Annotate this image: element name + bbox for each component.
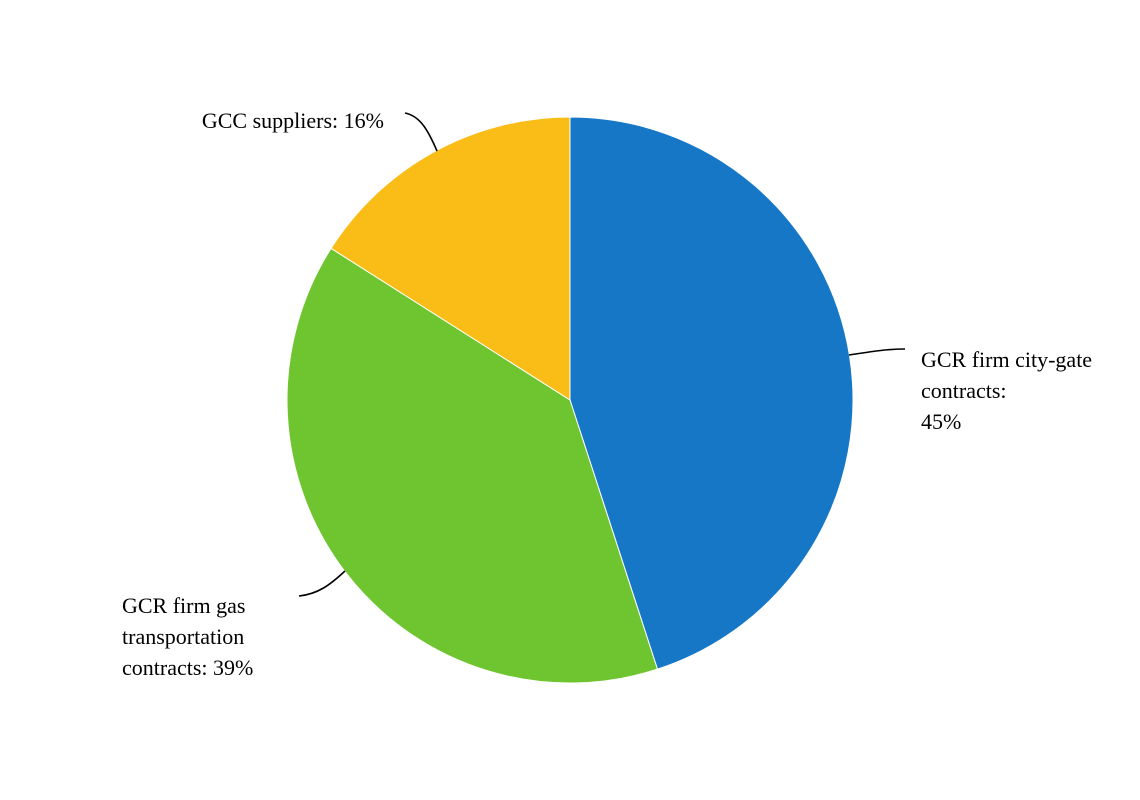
leader-line-2 [298, 570, 346, 597]
leader-line-1 [848, 348, 906, 356]
slice-label-line: 45% [921, 409, 961, 434]
leader-line-3 [404, 112, 438, 152]
slice-label-line: GCC suppliers: 16% [202, 108, 384, 133]
slice-label-line: GCR firm city-gate [921, 347, 1092, 372]
slice-label-line: GCR firm gas [122, 593, 245, 618]
pie-slice-2 [286, 247, 659, 684]
slice-label-3: GCC suppliers: 16% [202, 108, 384, 133]
slice-label-2: GCR firm gas transportation contracts: 39% [122, 593, 253, 680]
slice-label-line: transportation [122, 624, 244, 649]
slice-label-line: contracts: [921, 378, 1007, 403]
pie-slice-3 [330, 116, 571, 401]
slice-label-1: GCR firm city-gate contracts: 45% [921, 347, 1092, 434]
slice-label-line: contracts: 39% [122, 655, 253, 680]
